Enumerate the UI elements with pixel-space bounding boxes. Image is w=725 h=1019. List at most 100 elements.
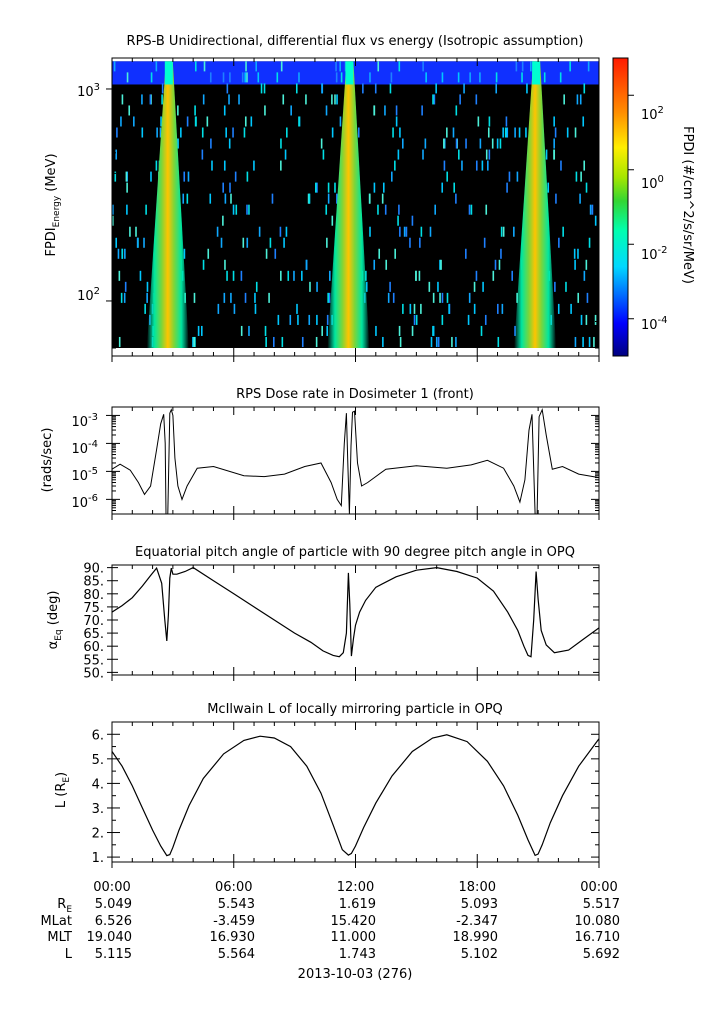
spectrogram-pixel xyxy=(446,127,448,138)
spectrogram-pixel xyxy=(421,105,423,116)
spectrogram-pixel xyxy=(497,336,500,347)
spectrogram-pixel xyxy=(305,259,308,270)
spectrogram-pixel xyxy=(443,138,445,149)
spectrogram-pixel xyxy=(397,215,399,226)
spectrogram-pixel xyxy=(521,61,524,72)
spectrogram-pixel xyxy=(334,182,336,193)
spectrogram-pixel xyxy=(441,292,444,303)
spectrogram-pixel xyxy=(508,171,511,182)
spectrogram-pixel xyxy=(399,127,401,138)
spectrogram-pixel xyxy=(432,292,435,303)
dose-series-line xyxy=(112,407,599,514)
pitch-ylabel: αEq (deg) xyxy=(46,591,64,650)
spectrogram-pixel xyxy=(374,83,377,94)
spectrogram-pixel xyxy=(422,149,424,160)
spectrogram-top-band xyxy=(112,61,599,85)
spectrogram-pixel xyxy=(563,94,565,105)
spectrogram-pixel xyxy=(399,336,402,347)
spectrogram-pixel xyxy=(217,303,220,314)
spectrogram-pixel xyxy=(559,72,562,83)
spectrogram-pixel xyxy=(553,149,555,160)
date-label: 2013-10-03 (276) xyxy=(298,967,413,982)
spectrogram-pixel xyxy=(125,171,128,182)
spectrogram-pixel xyxy=(437,336,440,347)
spectrogram-pixel xyxy=(579,94,582,105)
spectrogram-pixel xyxy=(193,292,196,303)
spectrogram-pixel xyxy=(369,226,371,237)
re-value: 5.093 xyxy=(461,897,498,912)
spectrogram-pixel xyxy=(161,94,163,105)
spectrogram-pixel xyxy=(448,303,450,314)
time-label: 00:00 xyxy=(93,880,130,895)
spectrogram-pixel xyxy=(202,259,205,270)
colorbar-tick-label: 100 xyxy=(641,174,664,192)
spectrogram-pixel xyxy=(432,94,434,105)
spectrogram-pixel xyxy=(580,314,583,325)
spectrogram-pixel xyxy=(521,72,523,83)
spectrogram-pixel xyxy=(284,149,287,160)
spectrogram-pixel xyxy=(488,116,491,127)
spectrogram-pixel xyxy=(498,259,501,270)
spectrogram-pixel xyxy=(209,193,212,204)
spectrogram-pixel xyxy=(201,127,204,138)
spectrogram-pixel xyxy=(254,292,256,303)
spectrogram-pixel xyxy=(255,281,258,292)
spectrogram-pixel xyxy=(378,248,381,259)
spectrogram-ytick-label: 103 xyxy=(77,82,100,100)
spectrogram-pixel xyxy=(246,237,249,248)
spectrogram-pixel xyxy=(149,94,152,105)
spectrogram-pixel xyxy=(465,138,467,149)
spectrogram-pixel xyxy=(468,292,471,303)
l-value: 1.743 xyxy=(339,947,376,962)
spectrogram-pixel xyxy=(263,83,266,94)
spectrogram-pixel xyxy=(401,138,404,149)
spectrogram-pixel xyxy=(128,105,131,116)
spectrogram-pixel xyxy=(220,237,223,248)
spectrogram-pixel xyxy=(280,270,282,281)
spectrogram-pixel xyxy=(146,292,148,303)
spectrogram-pixel xyxy=(496,303,499,314)
spectrogram-pixel xyxy=(513,226,515,237)
spectrogram-pixel xyxy=(565,281,567,292)
dose-y-ticks xyxy=(106,406,599,515)
spectrogram-pixel xyxy=(216,226,219,237)
spectrogram-pixel xyxy=(272,336,275,347)
spectrogram-pixel xyxy=(585,259,588,270)
lshell-ytick-label: 5. xyxy=(92,753,104,768)
spectrogram-pixel xyxy=(591,204,594,215)
pitch-title: Equatorial pitch angle of particle with … xyxy=(135,545,575,560)
spectrogram-pixel xyxy=(446,292,449,303)
spectrogram-pixel xyxy=(186,193,189,204)
spectrogram-pixel xyxy=(230,193,232,204)
spectrogram-pixel xyxy=(583,83,586,94)
spectrogram-pixel xyxy=(479,72,481,83)
spectrogram-pixel xyxy=(389,281,391,292)
spectrogram-pixel xyxy=(424,138,427,149)
spectrogram-pixel xyxy=(146,281,149,292)
spectrogram-pixel xyxy=(326,237,328,248)
pitch-ytick-label: 70. xyxy=(83,614,104,629)
spectrogram-pixel xyxy=(331,127,334,138)
spectrogram-pixel xyxy=(483,237,486,248)
spectrogram-pixel xyxy=(335,72,338,83)
spectrogram-pixel xyxy=(325,204,328,215)
spectrogram-pixel xyxy=(514,325,516,336)
spectrogram-pixel xyxy=(222,215,224,226)
spectrogram-pixel xyxy=(384,204,387,215)
spectrogram-pixel xyxy=(194,105,196,116)
spectrogram-pixel xyxy=(222,182,224,193)
spectrogram-pixel xyxy=(501,303,504,314)
spectrogram-pixel xyxy=(443,160,446,171)
spectrogram-pixel xyxy=(413,303,416,314)
spectrogram-pixel xyxy=(587,61,590,72)
spectrogram-pixel xyxy=(326,314,329,325)
spectrogram-pixel xyxy=(441,72,444,83)
spectrogram-pixel xyxy=(557,303,560,314)
spectrogram-pixel xyxy=(136,237,139,248)
radiation-belt-pass xyxy=(514,61,557,348)
spectrogram-pixel xyxy=(329,270,331,281)
spectrogram-pixel xyxy=(487,160,489,171)
spectrogram-pixel xyxy=(515,61,518,72)
spectrogram-pixel xyxy=(326,325,329,336)
mlat-value: 6.526 xyxy=(95,914,132,929)
